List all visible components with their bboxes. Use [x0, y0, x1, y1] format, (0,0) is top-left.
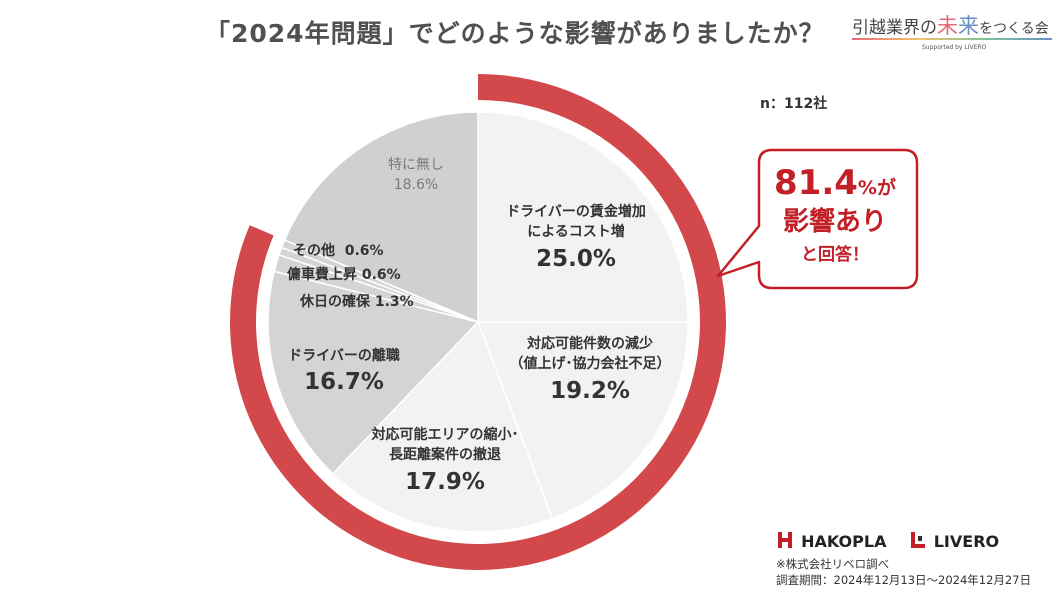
company-logos: HAKOPLA LIVERO	[778, 531, 999, 551]
brand-logo: 引越業界の未来をつくる会 Supported by LIVERO	[852, 8, 1057, 54]
callout-affected: 影響あり	[782, 207, 887, 237]
footnote-source: ※株式会社リベロ調べ	[776, 557, 890, 571]
pie-slice-2	[331, 320, 554, 533]
pie-slice-0	[477, 111, 689, 324]
brand-text: 引越業界の未来をつくる会	[852, 14, 1049, 38]
hakopla-logo-icon	[778, 531, 792, 552]
callout-value-suffix: %が	[857, 177, 896, 199]
slice-label-area-reduction: 対応可能エリアの縮小･ 長距離案件の撤退 17.9%	[371, 427, 519, 495]
brand-underline	[852, 38, 1052, 40]
livero-logo-icon	[910, 531, 925, 552]
pie-slice-1	[476, 321, 689, 520]
brand-supported-by: Supported by LIVERO	[922, 44, 987, 51]
slice-label-subcontract-cost: 傭車費上昇 0.6%	[287, 267, 401, 283]
slice-label-wage-cost: ドライバーの賃金増加 によるコスト増 25.0%	[506, 204, 646, 272]
slice-label-holiday: 休日の確保 1.3%	[300, 294, 414, 310]
pie-slice-3	[267, 270, 480, 475]
footnote: ※株式会社リベロ調べ 調査期間：2024年12月13日～2024年12月27日	[776, 557, 1031, 588]
sample-size: n：112社	[760, 96, 828, 112]
pie-slice-7	[283, 111, 479, 324]
footnote-period: 調査期間：2024年12月13日～2024年12月27日	[776, 572, 1032, 587]
slice-label-capacity-decrease: 対応可能件数の減少 （値上げ･協力会社不足） 19.2%	[509, 336, 671, 404]
livero-logo: LIVERO	[933, 532, 1000, 551]
page-title: 「2024年問題」でどのような影響がありましたか？	[205, 19, 825, 48]
callout-bubble-shape	[716, 148, 919, 290]
callout-value: 81.4	[774, 163, 858, 203]
callout-answered: と回答！	[801, 245, 869, 265]
slice-label-none: 特に無し 18.6%	[388, 157, 444, 194]
slice-label-other: その他 0.6%	[293, 243, 384, 259]
hakopla-logo: HAKOPLA	[801, 532, 887, 551]
slice-label-driver-turnover: ドライバーの離職 16.7%	[288, 348, 400, 396]
callout-text: 81.4%が 影響あり と回答！	[750, 163, 920, 265]
